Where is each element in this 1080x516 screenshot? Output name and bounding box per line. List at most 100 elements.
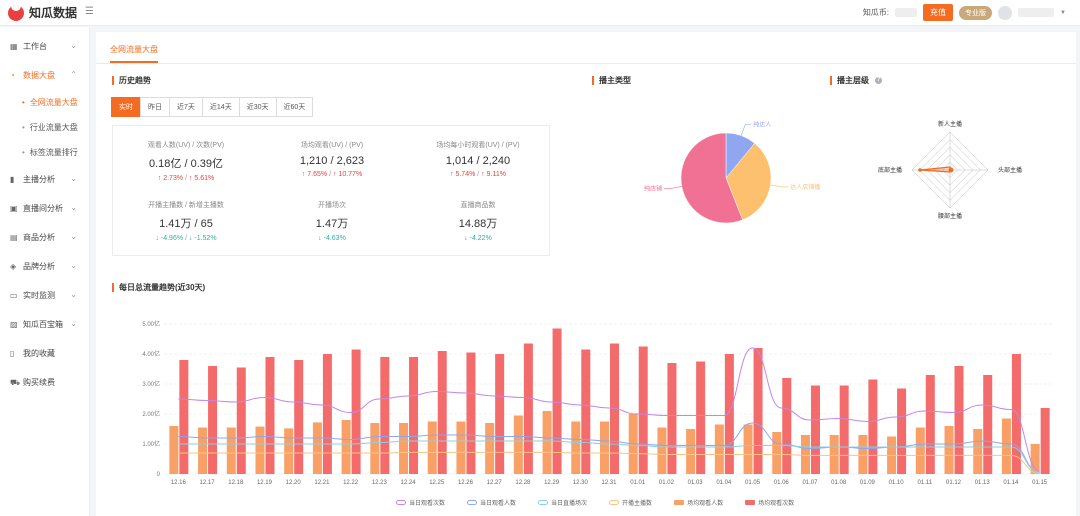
bar[interactable] <box>686 429 696 474</box>
bar[interactable] <box>495 354 505 474</box>
change-down: ↓ -4.96% <box>155 235 183 242</box>
line-series[interactable] <box>178 451 1040 474</box>
bar[interactable] <box>236 367 246 475</box>
bar[interactable] <box>552 328 562 475</box>
bar[interactable] <box>341 420 351 474</box>
bar[interactable] <box>513 415 523 475</box>
chevron-down-icon[interactable]: ▼ <box>1060 9 1066 16</box>
bar[interactable] <box>427 421 437 475</box>
bar[interactable] <box>944 426 954 474</box>
bar[interactable] <box>983 375 993 474</box>
bar[interactable] <box>255 426 265 474</box>
help-icon[interactable]: ? <box>875 77 882 85</box>
bar[interactable] <box>265 357 275 474</box>
sidebar-item-8[interactable]: ▯ 我的收藏 <box>0 339 89 368</box>
pie-slice[interactable] <box>725 142 772 221</box>
legend-item[interactable]: 当日观看次数 <box>396 498 445 507</box>
period-tab-0[interactable]: 实时 <box>111 97 141 117</box>
radar-point[interactable] <box>948 167 954 173</box>
sidebar-subitem-1[interactable]: 行业流量大盘 <box>0 115 89 140</box>
sidebar-item-9[interactable]: ⛟ 购买续费 <box>0 368 89 397</box>
stat-label: 开播主播数 / 新增主播数 <box>148 202 224 209</box>
bar[interactable] <box>399 423 409 474</box>
bar[interactable] <box>370 423 380 474</box>
recharge-button[interactable]: 充值 <box>923 4 954 21</box>
bar[interactable] <box>696 361 706 475</box>
sidebar-item-4[interactable]: ▤ 商品分析 ⌄ <box>0 223 89 252</box>
bar[interactable] <box>380 357 390 474</box>
bar[interactable] <box>800 435 810 474</box>
sidebar-item-3[interactable]: ▣ 直播间分析 ⌄ <box>0 194 89 223</box>
username-redacted[interactable] <box>1018 8 1055 17</box>
bar[interactable] <box>1001 418 1011 475</box>
bar[interactable] <box>600 421 609 475</box>
bar[interactable] <box>485 423 495 474</box>
bar[interactable] <box>1040 408 1050 474</box>
bar[interactable] <box>925 375 935 474</box>
menu-toggle-icon[interactable]: ☰ <box>85 6 94 17</box>
bar[interactable] <box>954 366 964 474</box>
period-tab-3[interactable]: 近14天 <box>201 97 240 117</box>
bar[interactable] <box>897 388 907 475</box>
period-tab-5[interactable]: 近60天 <box>275 97 314 117</box>
bar[interactable] <box>581 349 591 475</box>
bar[interactable] <box>657 427 667 475</box>
bar[interactable] <box>456 421 466 475</box>
period-tab-4[interactable]: 近30天 <box>238 97 277 117</box>
sidebar-item-1[interactable]: ◔ 数据大盘 ⌃ <box>0 61 89 90</box>
sidebar-item-0[interactable]: ▦ 工作台 ⌄ <box>0 32 89 61</box>
bar[interactable] <box>772 432 782 474</box>
bar[interactable] <box>284 428 294 474</box>
legend-item[interactable]: 场均观看次数 <box>745 498 794 507</box>
bar[interactable] <box>409 357 419 474</box>
bar[interactable] <box>868 379 878 475</box>
radar-point[interactable] <box>918 168 922 172</box>
bar[interactable] <box>437 351 447 474</box>
bar[interactable] <box>571 421 581 475</box>
stat-value: 0.18亿 / 0.39亿 <box>149 158 223 170</box>
sidebar-item-5[interactable]: ◈ 品牌分析 ⌄ <box>0 252 89 281</box>
bar[interactable] <box>915 427 925 475</box>
pie-slice[interactable] <box>680 132 743 224</box>
bar[interactable] <box>714 424 724 475</box>
bar[interactable] <box>322 354 332 474</box>
period-tab-1[interactable]: 昨日 <box>140 97 170 117</box>
bar[interactable] <box>638 346 648 475</box>
sidebar-item-6[interactable]: ▭ 实时监测 ⌄ <box>0 281 89 310</box>
sidebar-subitem-2[interactable]: 标签流量排行 <box>0 140 89 165</box>
bar[interactable] <box>973 429 983 474</box>
bar[interactable] <box>226 427 236 475</box>
sidebar-item-7[interactable]: ▨ 知瓜百宝箱 ⌄ <box>0 310 89 339</box>
bar[interactable] <box>466 352 476 475</box>
bar[interactable] <box>858 435 868 474</box>
bar[interactable] <box>542 411 552 474</box>
bar[interactable] <box>1030 444 1040 474</box>
bar[interactable] <box>667 363 677 474</box>
period-tab-2[interactable]: 近7天 <box>169 97 203 117</box>
bar[interactable] <box>810 385 820 475</box>
bar[interactable] <box>782 378 792 474</box>
bar[interactable] <box>179 360 189 474</box>
bar[interactable] <box>743 424 753 475</box>
bar[interactable] <box>312 422 322 474</box>
bar[interactable] <box>208 366 218 474</box>
sidebar-subitem-0[interactable]: 全网流量大盘 <box>0 90 89 115</box>
legend-item[interactable]: 开播主播数 <box>609 498 652 507</box>
bar[interactable] <box>724 354 734 474</box>
bar[interactable] <box>839 385 849 475</box>
bar[interactable] <box>294 360 304 474</box>
line-series[interactable] <box>178 440 1040 473</box>
bar[interactable] <box>169 426 179 474</box>
bar[interactable] <box>753 348 763 474</box>
legend-item[interactable]: 当日直播场次 <box>538 498 587 507</box>
legend-item[interactable]: 场均观看人数 <box>674 498 723 507</box>
line-series[interactable] <box>178 347 1040 472</box>
tab-overall-traffic[interactable]: 全网流量大盘 <box>110 44 158 63</box>
app-logo[interactable]: 知瓜数据 <box>8 4 77 21</box>
sidebar-item-2[interactable]: ▮ 主播分析 ⌄ <box>0 165 89 194</box>
bar[interactable] <box>829 435 839 474</box>
bar[interactable] <box>198 427 208 475</box>
legend-item[interactable]: 当日观看人数 <box>467 498 516 507</box>
avatar[interactable] <box>998 5 1013 20</box>
bar[interactable] <box>523 343 533 475</box>
